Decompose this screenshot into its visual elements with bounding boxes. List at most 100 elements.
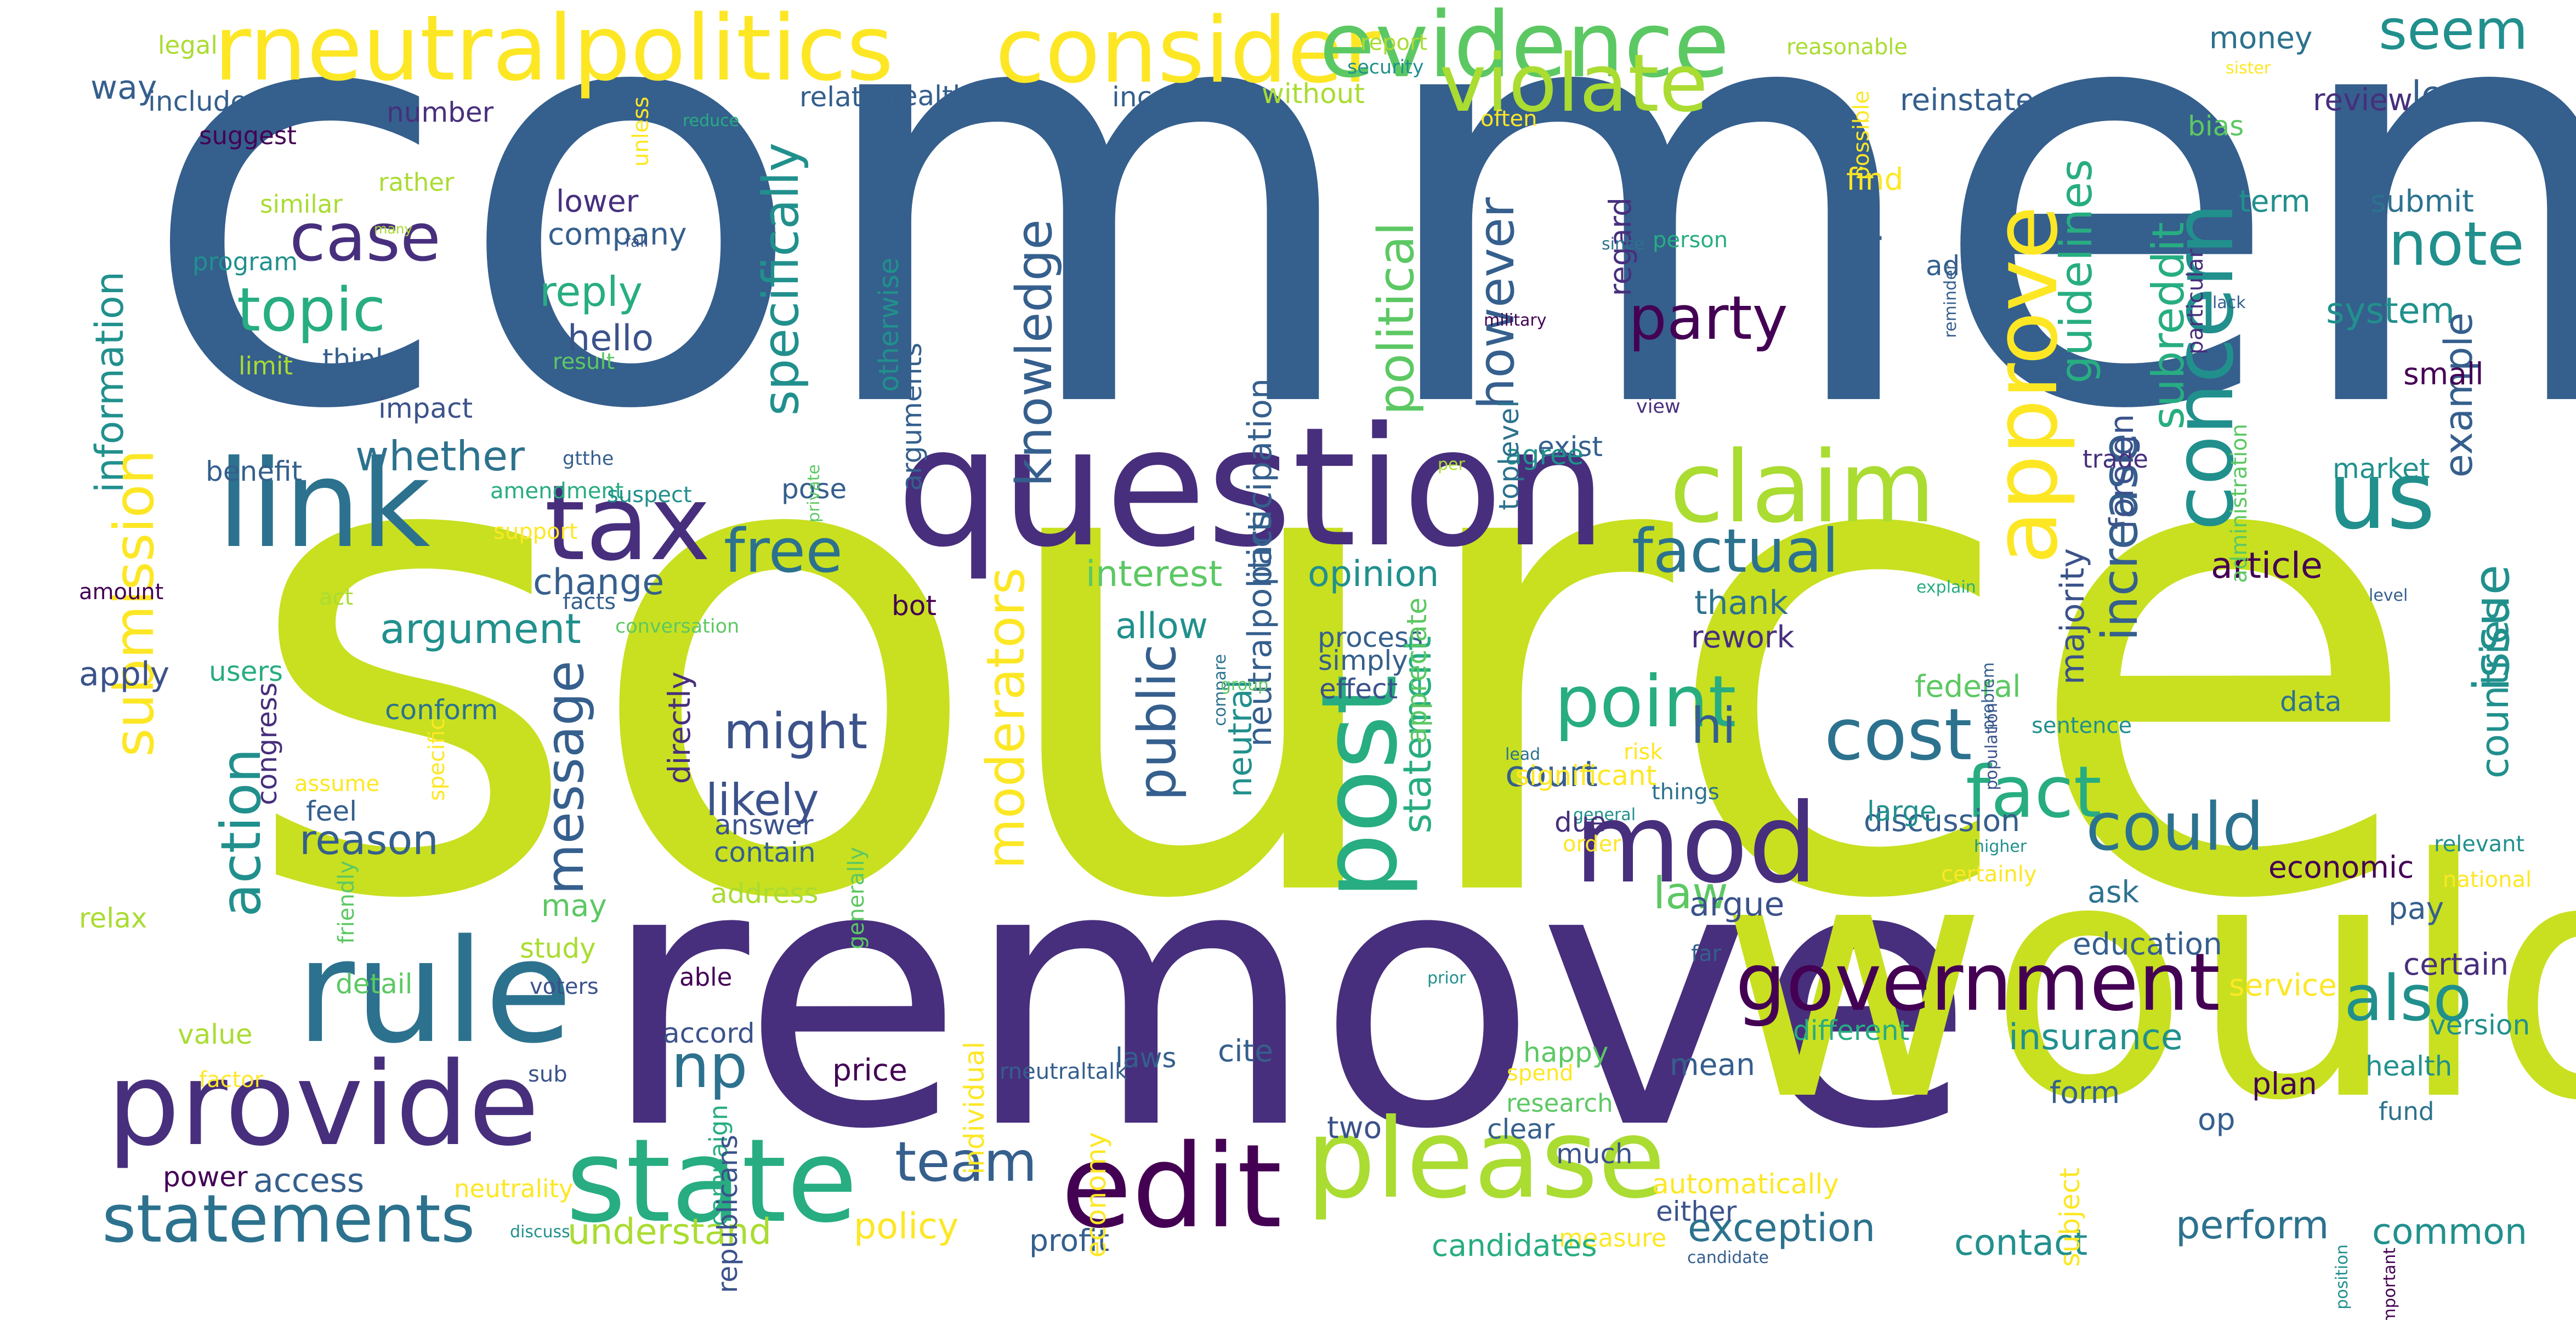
cloud-word: edit [1061,1119,1283,1254]
cloud-word: able [679,963,733,992]
cloud-word: note [2388,209,2524,279]
cloud-word: price [832,1052,907,1088]
cloud-word: public [1127,644,1188,801]
cloud-word: bot [892,590,937,622]
cloud-word: act [319,585,354,610]
cloud-word: reduce [683,111,740,130]
cloud-word: sister [2226,59,2271,78]
cloud-word: simply [1318,645,1408,676]
cloud-word: case [290,200,441,276]
cloud-word: significant [1515,760,1657,792]
cloud-word: hello [568,318,654,359]
cloud-word: small [2403,356,2484,391]
cloud-word: study [520,932,596,964]
cloud-word: thank [1694,584,1789,622]
cloud-word: factual [1632,516,1839,586]
cloud-word: person [1653,227,1728,253]
cloud-word: pay [2388,891,2444,926]
cloud-word: agree [1505,439,1584,471]
cloud-word: free [724,516,843,586]
cloud-word: policy [854,1206,959,1247]
cloud-word: plan [2252,1066,2317,1101]
cloud-word: topic [237,275,386,345]
cloud-word: economic [2268,850,2414,885]
cloud-word: think [322,343,391,375]
cloud-word: particular [2183,249,2208,355]
cloud-word: reasonable [1786,35,1908,60]
cloud-word: address [711,878,819,909]
cloud-word: benefit [206,456,303,487]
cloud-word: question [897,392,1608,583]
cloud-word: reason [299,816,439,864]
cloud-word: lack [2212,293,2246,312]
cloud-word: impact [378,392,473,424]
cloud-word: argument [380,605,581,653]
cloud-word: administration [2227,424,2252,583]
cloud-word: state [566,1114,858,1248]
cloud-word: two [1327,1110,1382,1145]
cloud-word: large [1867,795,1937,827]
cloud-word: security [1347,56,1424,78]
cloud-word: relevant [2434,832,2525,857]
cloud-word: result [553,349,615,374]
cloud-word: moderators [976,567,1036,869]
cloud-word: government [1735,936,2220,1029]
cloud-word: ask [2087,874,2140,909]
cloud-word: generally [844,847,869,949]
cloud-word: accord [663,1017,755,1049]
cloud-word: private [804,464,824,523]
cloud-word: process [1318,622,1423,653]
cloud-word: apply [79,655,170,693]
cloud-word: prior [1427,969,1466,988]
cloud-word: comment [138,0,2576,535]
cloud-word: education [2073,926,2222,961]
cloud-word: certain [2403,947,2509,982]
cloud-word: trade [2083,445,2148,474]
cloud-word: otherwise [873,258,905,392]
cloud-word: less [2412,74,2481,115]
cloud-word: far [1691,941,1722,966]
cloud-word: general [1573,805,1636,824]
cloud-word: conversation [615,616,740,638]
cloud-word: group [1221,675,1269,695]
cloud-word: effect [1319,673,1398,705]
cloud-word: appreciate [1401,598,1433,744]
cloud-word: discussion [1864,803,2021,838]
cloud-word: per [1438,455,1465,474]
cloud-word: automatically [1652,1168,1839,1200]
cloud-word: mean [1670,1047,1755,1082]
cloud-word: please [1306,1095,1666,1223]
cloud-word: understand [568,1211,772,1253]
cloud-word: exception [1688,1205,1876,1250]
cloud-word: toplevel [1493,400,1525,510]
cloud-word: market [2333,453,2430,485]
cloud-word: insurance [2008,1017,2183,1058]
cloud-word: change [533,562,665,603]
cloud-word: court [1505,754,1598,795]
cloud-word: rneutraltalk [1000,1059,1128,1084]
cloud-word: support [493,519,578,544]
cloud-word: republicans [712,1135,744,1294]
cloud-word: happy [1523,1037,1609,1068]
cloud-word: opinion [1308,554,1439,595]
cloud-word: however [1468,197,1525,409]
cloud-word: rather [378,168,455,197]
cloud-word: claim [1670,430,1936,545]
cloud-word: limit [239,351,293,380]
cloud-word: healthcare [883,80,1030,112]
cloud-word: detail [336,968,413,1000]
cloud-word: fund [2379,1097,2435,1126]
cloud-word: conform [385,694,498,726]
cloud-word: whether [355,432,525,480]
cloud-word: may [541,888,607,923]
cloud-word: number [387,96,494,128]
cloud-word: sentence [2032,713,2132,738]
cloud-word: political [1368,222,1425,416]
cloud-word: party [1629,283,1788,353]
cloud-word: term [2239,184,2311,219]
cloud-word: gtthe [563,448,614,470]
cloud-word: order [1563,832,1621,857]
cloud-word: review [2313,82,2413,117]
cloud-word: data [2280,686,2342,718]
